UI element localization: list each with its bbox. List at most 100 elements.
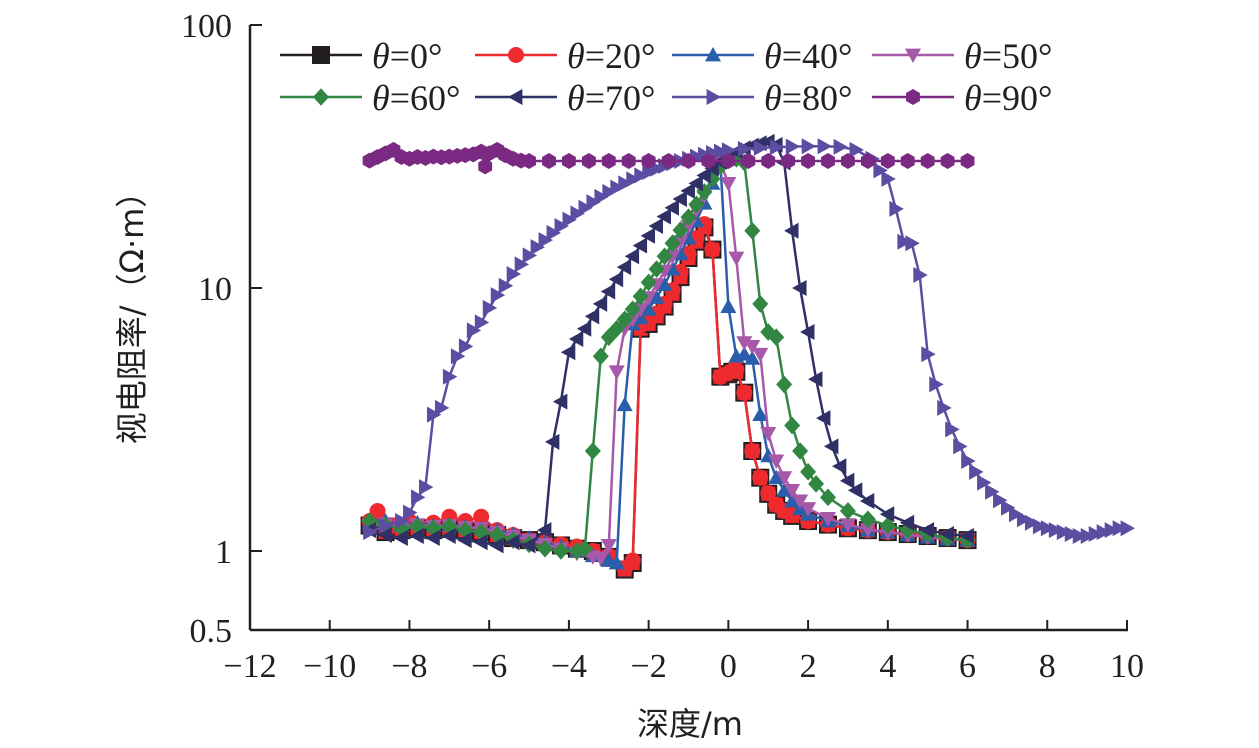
data-point (800, 502, 817, 517)
data-point (621, 153, 636, 170)
data-point (592, 551, 609, 567)
data-point (568, 542, 585, 560)
legend-item: θ=50° (872, 36, 1052, 76)
data-point (701, 153, 716, 170)
series-70deg (361, 133, 974, 554)
x-tick-label: −8 (391, 648, 427, 685)
data-point (696, 167, 711, 184)
legend-label: θ=70° (567, 78, 655, 118)
data-point (522, 153, 536, 170)
data-point (808, 371, 823, 388)
data-point (744, 350, 761, 365)
data-point (681, 153, 696, 170)
data-point (584, 442, 601, 460)
data-point (768, 469, 785, 485)
data-point (411, 489, 426, 506)
legend-item: θ=70° (475, 78, 655, 118)
data-point (514, 256, 530, 273)
data-point (808, 475, 825, 493)
data-point (624, 552, 641, 569)
data-point (505, 534, 520, 551)
data-point (753, 139, 769, 156)
data-point (824, 438, 839, 455)
legend-label: θ=40° (764, 36, 852, 76)
data-point (816, 410, 831, 427)
data-point (769, 139, 785, 156)
data-point (720, 176, 737, 192)
data-point (474, 314, 490, 331)
data-point (792, 280, 807, 296)
data-point (608, 319, 625, 338)
data-point (712, 157, 729, 176)
data-point (403, 504, 418, 521)
y-tick-label: 100 (181, 8, 232, 45)
data-point (945, 421, 960, 438)
x-tick-label: −4 (551, 648, 587, 685)
data-point (608, 555, 625, 570)
x-tick-label: −10 (303, 648, 356, 685)
data-point (752, 347, 769, 363)
data-point (859, 492, 875, 509)
data-point (377, 527, 392, 544)
data-point (1032, 518, 1048, 535)
data-point (640, 301, 657, 316)
data-point (959, 528, 974, 545)
data-point (616, 396, 633, 412)
data-point (450, 348, 466, 365)
series-90deg (362, 141, 975, 175)
data-point (776, 375, 793, 394)
data-point (478, 158, 493, 175)
data-point (434, 399, 450, 416)
x-tick-label: −2 (631, 648, 667, 685)
data-point (849, 141, 864, 158)
data-point (784, 483, 801, 499)
data-point (889, 200, 904, 217)
data-point (560, 344, 576, 361)
data-point (680, 182, 695, 199)
data-point (1088, 526, 1104, 543)
data-point (873, 162, 888, 179)
data-point (721, 142, 737, 159)
data-point (960, 153, 975, 170)
x-axis-title: 深度/m (637, 705, 743, 743)
data-point (839, 502, 856, 520)
x-tick-label: 6 (959, 648, 976, 685)
data-point (672, 190, 687, 207)
data-point (839, 518, 856, 533)
data-point (688, 195, 705, 214)
data-point (490, 287, 506, 304)
data-point (728, 361, 745, 378)
data-point (921, 346, 936, 363)
data-point (768, 328, 785, 347)
data-point (1112, 520, 1128, 537)
data-point (393, 519, 410, 538)
legend-label: θ=50° (964, 36, 1052, 76)
data-point (648, 289, 665, 304)
data-point (586, 194, 601, 211)
data-point (648, 218, 664, 235)
series-80deg (363, 138, 1135, 545)
data-point (833, 138, 848, 155)
data-point (624, 300, 641, 319)
data-point (752, 406, 769, 422)
data-point (664, 234, 681, 253)
data-point (538, 232, 553, 249)
data-point (800, 324, 815, 341)
data-point (369, 502, 386, 519)
x-tick-label: 4 (879, 648, 896, 685)
data-point (554, 218, 569, 235)
data-point (784, 416, 801, 435)
data-point (847, 482, 863, 499)
data-point (728, 251, 745, 267)
data-point (426, 406, 442, 423)
x-ticks: −12 −10 −8 −6 −4 −2 0 2 4 6 8 10 (223, 620, 1144, 685)
data-point (1040, 520, 1056, 537)
data-point (859, 522, 876, 538)
data-point (536, 539, 553, 558)
data-point (425, 519, 442, 538)
data-point (632, 287, 649, 306)
data-point (784, 492, 801, 508)
data-point (913, 267, 928, 284)
data-point (608, 365, 625, 380)
